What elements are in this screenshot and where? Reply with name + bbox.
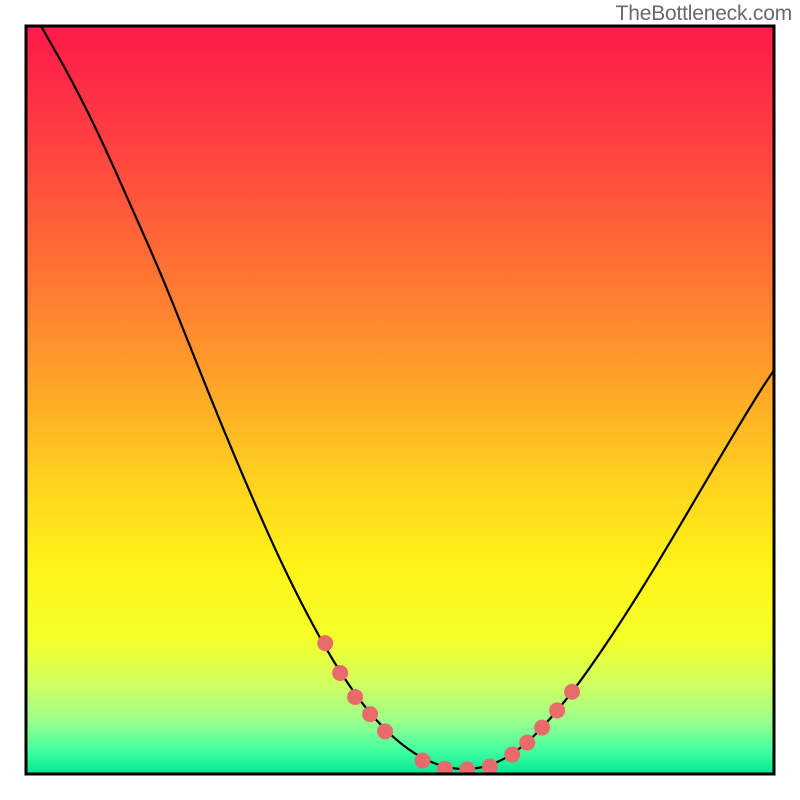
curve-marker [534,720,550,736]
curve-marker [362,706,378,722]
chart-background [26,26,774,774]
curve-marker [332,665,348,681]
curve-marker [377,723,393,739]
curve-marker [504,747,520,763]
curve-marker [564,684,580,700]
curve-marker [347,689,363,705]
bottleneck-chart [0,0,800,800]
chart-svg [0,0,800,800]
curve-marker [482,759,498,775]
curve-marker [519,735,535,751]
curve-marker [317,635,333,651]
curve-marker [414,753,430,769]
curve-marker [549,702,565,718]
watermark-text: TheBottleneck.com [616,2,792,26]
